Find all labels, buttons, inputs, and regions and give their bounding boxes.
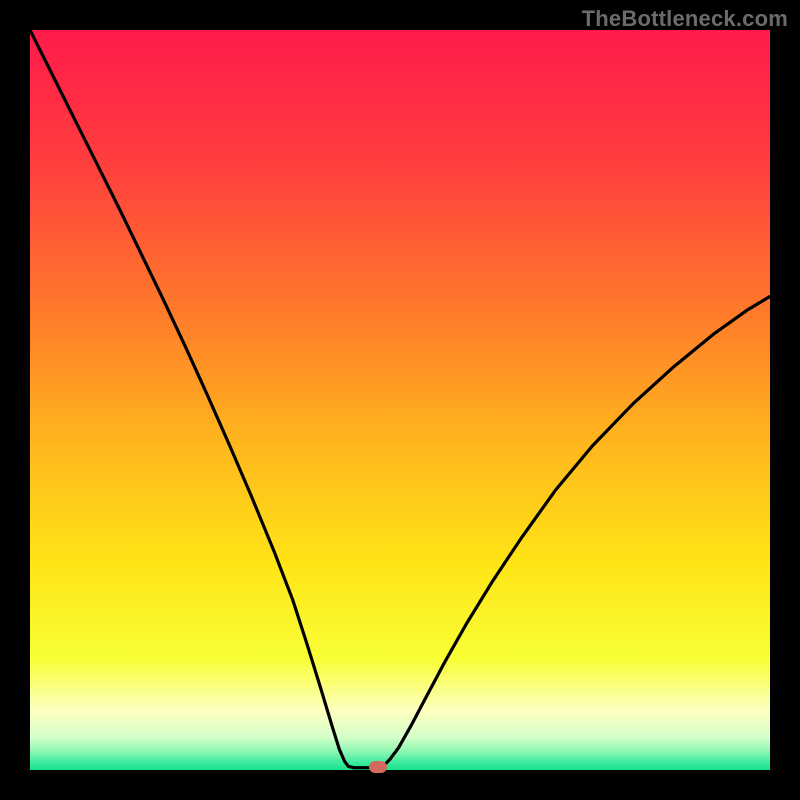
- watermark-text: TheBottleneck.com: [582, 6, 788, 32]
- plot-area: [30, 30, 770, 770]
- bottleneck-curve: [30, 30, 770, 770]
- optimum-marker: [369, 761, 387, 773]
- chart-frame: TheBottleneck.com: [0, 0, 800, 800]
